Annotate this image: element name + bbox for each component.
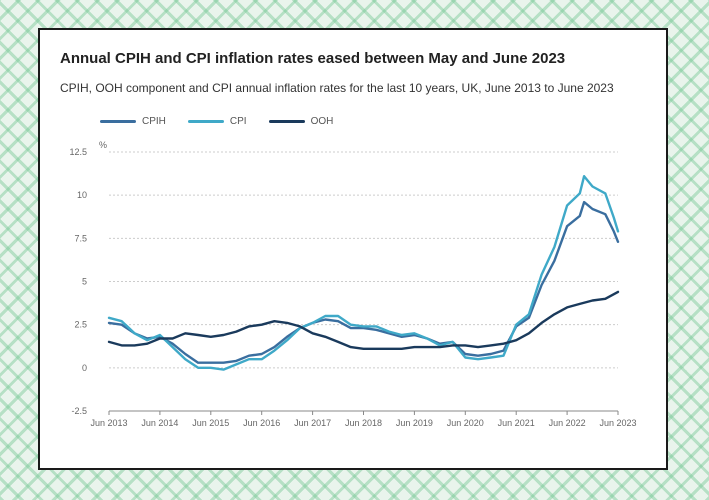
- series-line-cpi: [107, 175, 620, 371]
- legend-label-cpih: CPIH: [142, 116, 166, 127]
- chart-legend: CPIH CPI OOH: [100, 116, 333, 127]
- legend-swatch-cpi: [187, 120, 224, 123]
- x-tick-label: Jun 2019: [396, 418, 433, 428]
- y-tick-label: 7.5: [74, 233, 87, 243]
- chart-title: Annual CPIH and CPI inflation rates ease…: [60, 50, 566, 67]
- chart-card: Annual CPIH and CPI inflation rates ease…: [38, 28, 668, 470]
- legend-item-ooh: OOH: [268, 116, 334, 127]
- y-axis-unit-label: %: [99, 140, 107, 150]
- x-tick-label: Jun 2022: [549, 418, 586, 428]
- x-tick-label: Jun 2020: [447, 418, 484, 428]
- legend-item-cpih: CPIH: [100, 116, 166, 127]
- y-tick-label: 10: [77, 190, 87, 200]
- legend-item-cpi: CPI: [187, 116, 247, 127]
- series-line-cpih: [107, 200, 620, 364]
- y-tick-label: 0: [82, 363, 87, 373]
- x-tick-label: Jun 2015: [192, 418, 229, 428]
- x-tick-label: Jun 2013: [90, 418, 127, 428]
- chart-subtitle: CPIH, OOH component and CPI annual infla…: [60, 81, 614, 95]
- line-chart: 12.5 10 7.5 5 2.5 0 -2.5% Jun 2013 Jun 2014 Jun 2…: [69, 140, 636, 428]
- x-tick-label: Jun 2023: [599, 418, 636, 428]
- x-tick-label: Jun 2014: [141, 418, 178, 428]
- x-tick-label: Jun 2018: [345, 418, 382, 428]
- y-tick-label: -2.5: [71, 406, 87, 416]
- legend-label-ooh: OOH: [310, 116, 334, 127]
- legend-label-cpi: CPI: [229, 116, 247, 127]
- y-tick-label: 5: [82, 277, 87, 287]
- x-tick-label: Jun 2016: [243, 418, 280, 428]
- x-tick-label: Jun 2017: [294, 418, 331, 428]
- x-tick-label: Jun 2021: [498, 418, 535, 428]
- y-tick-label: 2.5: [74, 320, 87, 330]
- legend-swatch-cpih: [100, 120, 136, 123]
- legend-swatch-ooh: [268, 120, 305, 123]
- y-tick-label: 12.5: [69, 147, 87, 157]
- series-line-ooh: [107, 290, 620, 350]
